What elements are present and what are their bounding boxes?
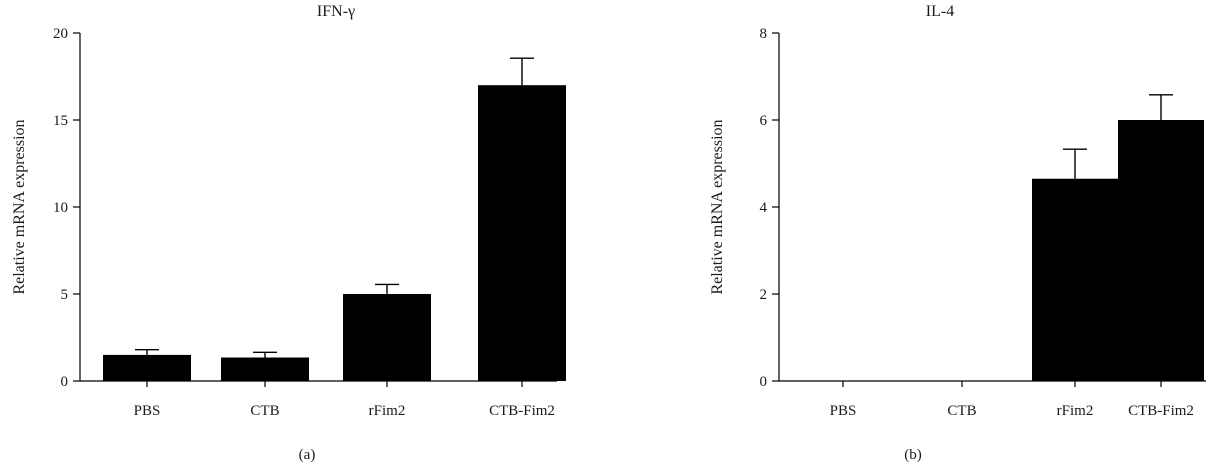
bar-ctb-fim2: [478, 85, 566, 381]
x-tick-label: CTB: [250, 403, 279, 419]
bar-rfim2: [343, 294, 431, 381]
y-tick-label: 10: [53, 200, 68, 216]
y-tick-label: 20: [53, 26, 68, 42]
x-tick-label: rFim2: [369, 403, 406, 419]
chart-panel-a: IFN-γ Relative mRNA expression (a) 0 5 10 1…: [11, 3, 566, 463]
bar-rfim2: [1032, 178, 1118, 381]
y-tick-label: 6: [760, 113, 768, 129]
chart-title-b: IL-4: [926, 3, 954, 20]
x-tick-label: CTB-Fim2: [1128, 403, 1194, 419]
y-tick-label: 0: [61, 374, 69, 390]
x-tick-label: CTB-Fim2: [489, 403, 555, 419]
y-axis-label-b: Relative mRNA expression: [709, 119, 726, 294]
y-axis-label-a: Relative mRNA expression: [11, 119, 28, 294]
bar-ctb-fim2: [1118, 120, 1204, 381]
y-tick-label: 2: [760, 287, 768, 303]
y-tick-label: 8: [760, 26, 768, 42]
y-tick-label: 0: [760, 374, 768, 390]
y-tick-label: 15: [53, 113, 68, 129]
panel-label-a: (a): [299, 447, 316, 463]
y-tick-label: 5: [61, 287, 69, 303]
x-tick-label: PBS: [134, 403, 161, 419]
x-tick-label: PBS: [830, 403, 857, 419]
panel-label-b: (b): [904, 447, 922, 463]
bar-pbs: [103, 354, 191, 381]
chart-title-a: IFN-γ: [317, 3, 355, 20]
x-tick-label: CTB: [947, 403, 976, 419]
x-tick-label: rFim2: [1057, 403, 1094, 419]
bar-ctb: [221, 357, 309, 381]
y-tick-label: 4: [760, 200, 768, 216]
chart-panel-b: IL-4 Relative mRNA expression (b) 0 2 4 6 8 P…: [709, 3, 1206, 463]
